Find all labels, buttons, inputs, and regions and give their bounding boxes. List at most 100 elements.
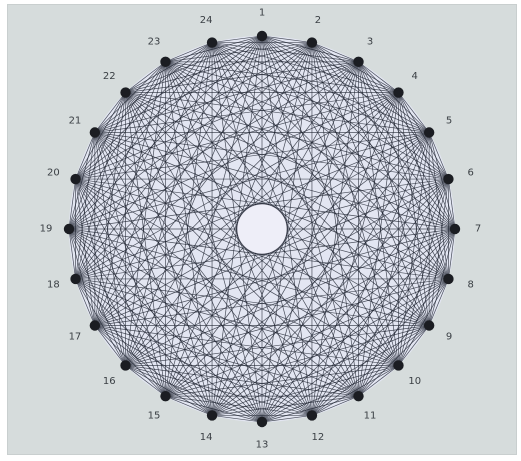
graph-edge-1-22 <box>125 35 263 93</box>
node-label-24: 24 <box>200 15 213 26</box>
graph-edge-15-17 <box>94 325 166 397</box>
graph-edge-10-19 <box>68 228 399 366</box>
graph-edge-8-9 <box>428 278 449 326</box>
graph-edge-7-23 <box>165 61 456 230</box>
graph-node-11 <box>353 390 364 402</box>
graph-node-23 <box>160 56 171 68</box>
graph-edge-19-20 <box>68 179 76 230</box>
graph-edge-9-12 <box>311 325 430 416</box>
graph-edge-3-24 <box>212 42 359 63</box>
graph-edge-18-23 <box>75 61 166 280</box>
graph-edge-5-24 <box>211 42 430 133</box>
node-label-5: 5 <box>446 116 452 127</box>
graph-edge-9-10 <box>398 325 430 366</box>
graph-edge-8-23 <box>165 61 449 280</box>
graph-edge-15-20 <box>75 178 166 397</box>
graph-edge-22-23 <box>125 61 166 93</box>
graph-edge-3-8 <box>358 61 449 280</box>
graph-edge-17-19 <box>68 228 96 326</box>
graph-nodes <box>63 30 461 428</box>
node-label-23: 23 <box>148 36 161 47</box>
graph-edge-3-12 <box>311 61 359 416</box>
graph-edge-13-18 <box>75 278 263 423</box>
node-label-7: 7 <box>475 224 481 235</box>
graph-edge-7-16 <box>125 228 456 366</box>
graph-edge-2-11 <box>311 42 359 397</box>
node-label-20: 20 <box>47 168 60 179</box>
graph-edge-2-17 <box>94 42 313 326</box>
graph-edge-21-23 <box>94 61 166 133</box>
node-label-3: 3 <box>367 36 373 47</box>
graph-edge-5-8 <box>428 132 449 279</box>
graph-node-17 <box>89 320 101 331</box>
graph-edge-6-22 <box>125 92 449 180</box>
graph-node-10 <box>393 360 404 371</box>
graph-edge-9-19 <box>68 228 430 326</box>
graph-edge-3-6 <box>358 61 449 180</box>
graph-edge-7-8 <box>448 228 456 279</box>
graph-edge-3-22 <box>125 61 359 93</box>
graph-node-6 <box>443 173 454 185</box>
graph-edge-18-24 <box>75 42 213 280</box>
graph-edge-12-22 <box>125 92 313 416</box>
graph-edge-2-7 <box>311 42 456 230</box>
graph-edge-10-20 <box>75 178 399 366</box>
node-label-18: 18 <box>47 279 60 290</box>
graph-edge-15-16 <box>125 365 166 397</box>
graph-node-9 <box>423 320 435 331</box>
node-label-19: 19 <box>40 224 53 235</box>
graph-edge-13-22 <box>125 92 263 423</box>
graph-edge-10-15 <box>165 365 399 397</box>
graph-edge-2-5 <box>311 42 430 133</box>
node-label-22: 22 <box>103 71 116 82</box>
graph-edge-11-20 <box>75 178 359 397</box>
graph-edge-17-23 <box>94 61 166 326</box>
graph-edge-5-14 <box>211 132 430 416</box>
graph-node-15 <box>160 390 171 402</box>
graph-edge-1-20 <box>75 35 263 180</box>
graph-edge-6-11 <box>358 178 449 397</box>
graph-edge-3-18 <box>75 61 359 280</box>
graph-edge-21-22 <box>94 92 126 133</box>
node-label-1: 1 <box>259 8 265 19</box>
graph-edge-20-24 <box>75 42 213 180</box>
graph-edge-14-16 <box>125 365 213 416</box>
graph-edge-8-22 <box>125 92 449 280</box>
graph-edge-12-21 <box>94 132 313 416</box>
node-label-6: 6 <box>467 168 473 179</box>
graph-edge-6-7 <box>448 179 456 230</box>
graph-edge-6-23 <box>165 61 449 180</box>
node-label-9: 9 <box>446 332 452 343</box>
graph-edge-7-21 <box>94 132 456 230</box>
node-label-13: 13 <box>256 440 269 451</box>
graph-node-12 <box>306 410 318 421</box>
graph-edge-6-15 <box>165 178 449 397</box>
graph-edge-18-21 <box>75 132 96 279</box>
graph-edge-21-24 <box>94 42 213 133</box>
node-label-11: 11 <box>364 411 377 422</box>
graph-edge-11-14 <box>212 395 359 416</box>
graph-edge-4-19 <box>68 92 399 230</box>
graph-edge-10-11 <box>358 365 399 397</box>
graph-edge-20-22 <box>75 92 126 180</box>
graph-edge-1-24 <box>212 35 263 43</box>
graph-edge-3-4 <box>358 61 399 93</box>
graph-edge-1-2 <box>261 35 312 43</box>
node-label-8: 8 <box>467 279 473 290</box>
graph-edge-8-24 <box>211 42 449 280</box>
graph-node-14 <box>206 410 218 421</box>
node-label-16: 16 <box>103 376 116 387</box>
graph-edge-23-24 <box>165 42 213 63</box>
graph-edge-13-16 <box>125 365 263 423</box>
node-label-21: 21 <box>69 116 82 127</box>
graph-edge-17-22 <box>94 92 126 326</box>
graph-edge-9-14 <box>211 325 430 416</box>
graph-edge-16-21 <box>94 132 126 366</box>
graph-edge-20-23 <box>75 61 166 180</box>
graph-edge-6-21 <box>94 132 449 180</box>
graph-edge-19-21 <box>68 132 96 230</box>
graph-edge-18-19 <box>68 228 76 279</box>
graph-edge-12-15 <box>165 395 312 416</box>
graph-node-18 <box>70 273 81 285</box>
center-hole <box>236 203 288 255</box>
